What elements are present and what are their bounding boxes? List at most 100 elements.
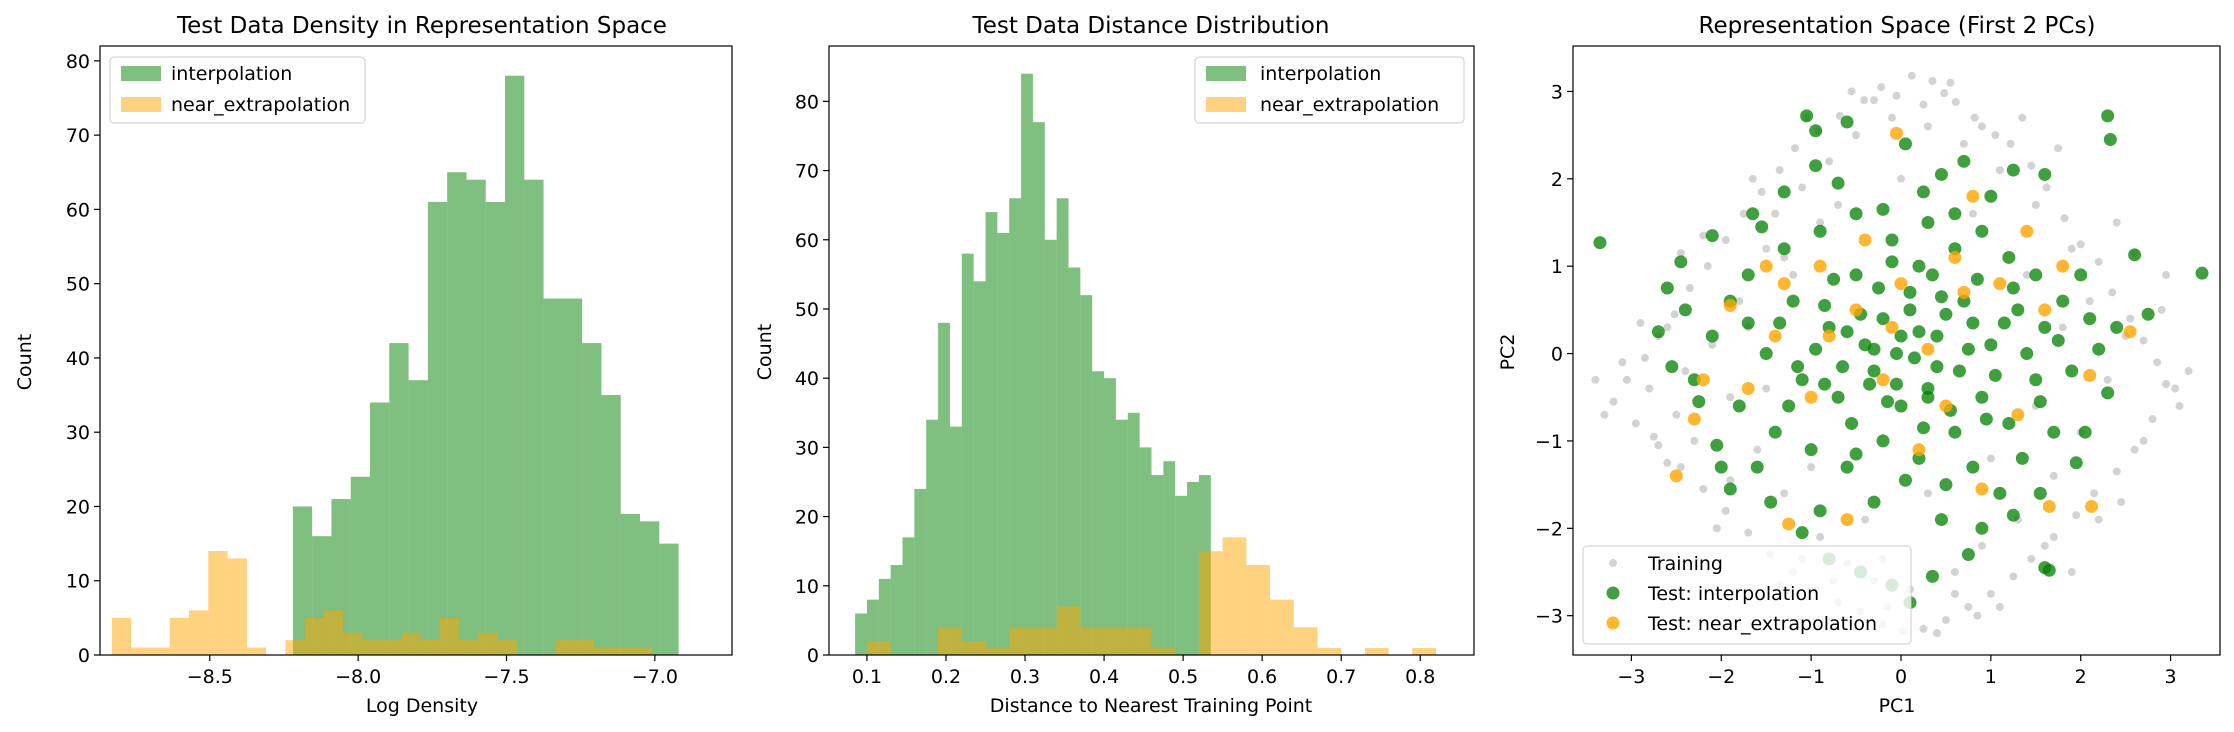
bar-interpolation bbox=[997, 232, 1010, 655]
point-interpolation bbox=[1800, 109, 1814, 123]
point-training bbox=[1928, 76, 1937, 85]
density-axis-xtick-label: −7.5 bbox=[483, 666, 529, 688]
point-training bbox=[1977, 541, 1986, 550]
point-interpolation bbox=[2103, 132, 2117, 146]
point-interpolation bbox=[2056, 294, 2070, 308]
point-training bbox=[1973, 611, 1982, 620]
point-interpolation bbox=[1863, 377, 1877, 391]
bar-near-extrapolation bbox=[1080, 627, 1105, 655]
distance-axis-xtick-label: 0.5 bbox=[1168, 666, 1198, 688]
pca-axis-xtick-label: 2 bbox=[2075, 666, 2087, 688]
point-interpolation bbox=[1660, 281, 1674, 295]
point-interpolation bbox=[1876, 312, 1890, 326]
point-training bbox=[2108, 288, 2117, 297]
point-training bbox=[1739, 209, 1748, 218]
point-near-extrapolation bbox=[1948, 250, 1962, 264]
point-interpolation bbox=[1876, 434, 1890, 448]
legend-swatch-near-extrapolation bbox=[121, 97, 161, 112]
point-interpolation bbox=[2029, 268, 2043, 282]
point-training bbox=[1649, 432, 1658, 441]
point-training bbox=[1892, 91, 1901, 100]
point-training bbox=[1789, 270, 1798, 279]
panel-density-title: Test Data Density in Representation Spac… bbox=[176, 13, 667, 39]
point-interpolation bbox=[1894, 329, 1908, 343]
point-interpolation bbox=[1840, 460, 1854, 474]
point-training bbox=[1860, 96, 1869, 105]
point-interpolation bbox=[2042, 563, 2056, 577]
point-interpolation bbox=[1818, 377, 1832, 391]
bar-near-extrapolation bbox=[208, 551, 228, 655]
panel-pca-title: Representation Space (First 2 PCs) bbox=[1699, 13, 2096, 39]
panel-distance-bars bbox=[855, 73, 1437, 656]
point-training bbox=[1670, 310, 1679, 319]
point-interpolation bbox=[1912, 259, 1926, 273]
point-training bbox=[1618, 358, 1627, 367]
bar-interpolation bbox=[914, 488, 927, 655]
bar-near-extrapolation bbox=[1104, 627, 1128, 655]
point-interpolation bbox=[1961, 548, 1975, 562]
bar-interpolation bbox=[1056, 198, 1069, 655]
point-interpolation bbox=[1881, 395, 1895, 409]
bar-interpolation bbox=[466, 179, 486, 655]
point-training bbox=[2006, 139, 2015, 148]
panel-distance-ylabel: Count bbox=[754, 324, 776, 380]
bar-interpolation bbox=[659, 543, 679, 655]
bar-near-extrapolation bbox=[1056, 606, 1081, 655]
panel-distance-axes: 0.1 0.2 0.3 0.4 0.5 0.6 0.7 0.8 0 10 20 30 40 50 60 70 8… bbox=[795, 91, 1436, 688]
bar-interpolation bbox=[524, 179, 544, 655]
bar-interpolation bbox=[1127, 412, 1140, 655]
point-interpolation bbox=[1867, 495, 1881, 509]
point-training bbox=[1946, 78, 1955, 87]
point-training bbox=[2027, 554, 2036, 563]
point-interpolation bbox=[1593, 236, 1607, 250]
bar-interpolation bbox=[1139, 447, 1152, 655]
bar-near-extrapolation bbox=[304, 617, 325, 655]
bar-near-extrapolation bbox=[613, 647, 633, 655]
point-interpolation bbox=[1921, 215, 1935, 229]
point-interpolation bbox=[1979, 412, 1993, 426]
point-near-extrapolation bbox=[2011, 408, 2025, 422]
point-training bbox=[2171, 384, 2180, 393]
point-training bbox=[1950, 589, 1959, 598]
bar-near-extrapolation bbox=[150, 647, 170, 655]
point-interpolation bbox=[1876, 202, 1890, 216]
point-near-extrapolation bbox=[1957, 285, 1971, 299]
bar-near-extrapolation bbox=[285, 640, 305, 655]
legend-label-interpolation: interpolation bbox=[171, 63, 292, 85]
bar-interpolation bbox=[866, 599, 879, 655]
density-axis-ytick-label: 10 bbox=[66, 571, 90, 593]
point-training bbox=[1591, 375, 1600, 384]
point-training bbox=[1721, 506, 1730, 515]
point-interpolation bbox=[1809, 159, 1823, 173]
point-training bbox=[1986, 454, 1995, 463]
point-interpolation bbox=[1827, 272, 1841, 286]
point-training bbox=[1959, 139, 1968, 148]
point-training bbox=[2139, 336, 2148, 345]
point-training bbox=[2130, 445, 2139, 454]
point-near-extrapolation bbox=[2083, 368, 2097, 382]
legend-label-training: Training bbox=[1647, 553, 1723, 575]
point-interpolation bbox=[2101, 109, 2115, 123]
point-near-extrapolation bbox=[1966, 189, 1980, 203]
point-interpolation bbox=[2047, 425, 2061, 439]
point-near-extrapolation bbox=[2084, 499, 2098, 513]
point-training bbox=[2049, 533, 2058, 542]
point-training bbox=[1676, 463, 1685, 472]
point-interpolation bbox=[1939, 307, 1953, 321]
point-interpolation bbox=[1975, 390, 1989, 404]
point-training bbox=[1986, 589, 1995, 598]
bar-interpolation bbox=[926, 419, 939, 655]
point-interpolation bbox=[1723, 482, 1737, 496]
point-near-extrapolation bbox=[1669, 469, 1683, 483]
density-axis-ytick-label: 80 bbox=[66, 51, 90, 73]
point-training bbox=[1816, 218, 1825, 227]
point-training bbox=[1861, 515, 1870, 524]
density-axis-ytick-label: 60 bbox=[66, 199, 90, 221]
density-axis-xtick-label: −8.0 bbox=[335, 666, 381, 688]
panel-distance-frame bbox=[828, 45, 1475, 656]
point-interpolation bbox=[1916, 421, 1930, 435]
bar-interpolation bbox=[961, 253, 974, 655]
bar-interpolation bbox=[938, 322, 950, 655]
point-training bbox=[1835, 111, 1844, 120]
point-training bbox=[1757, 187, 1766, 196]
